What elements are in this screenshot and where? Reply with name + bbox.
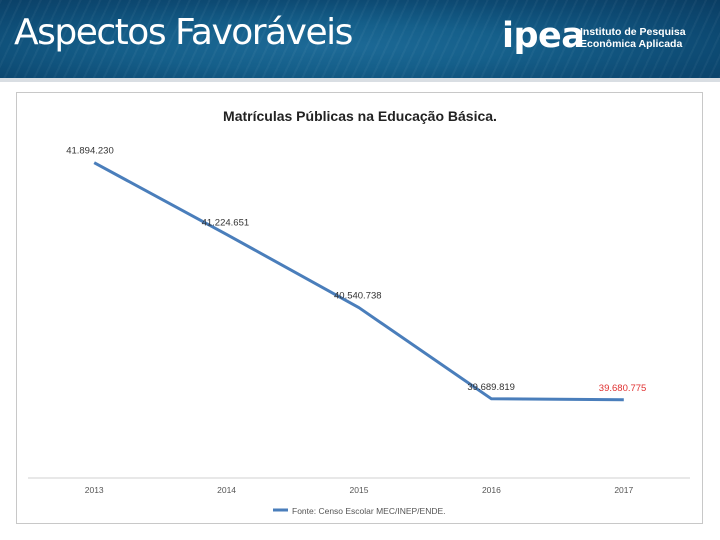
data-label: 40.540.738 bbox=[334, 291, 382, 302]
slide-header: Aspectos Favoráveis ipea Instituto de Pe… bbox=[0, 0, 720, 78]
data-label: 41.894.230 bbox=[66, 146, 114, 157]
x-tick-label: 2016 bbox=[482, 485, 501, 495]
x-tick-label: 2015 bbox=[350, 485, 369, 495]
header-texture bbox=[0, 0, 720, 78]
header-divider bbox=[0, 78, 720, 82]
logo-wordmark: ipea bbox=[502, 16, 585, 56]
data-label: 39.689.819 bbox=[467, 382, 515, 393]
logo-subtitle-line2: Econômica Aplicada bbox=[580, 38, 683, 50]
x-tick-label: 2014 bbox=[217, 485, 236, 495]
chart-title: Matrículas Públicas na Educação Básica. bbox=[223, 108, 497, 124]
legend-label: Fonte: Censo Escolar MEC/INEP/ENDE. bbox=[292, 506, 446, 516]
series-line bbox=[93, 161, 624, 402]
data-label: 39.680.775 bbox=[599, 383, 647, 394]
x-tick-label: 2013 bbox=[85, 485, 104, 495]
logo-subtitle: Instituto de Pesquisa Econômica Aplicada bbox=[580, 26, 686, 50]
x-tick-label: 2017 bbox=[614, 485, 633, 495]
data-label: 41.224.651 bbox=[202, 217, 250, 228]
logo-subtitle-line1: Instituto de Pesquisa bbox=[580, 26, 686, 38]
slide-title: Aspectos Favoráveis bbox=[14, 12, 353, 53]
